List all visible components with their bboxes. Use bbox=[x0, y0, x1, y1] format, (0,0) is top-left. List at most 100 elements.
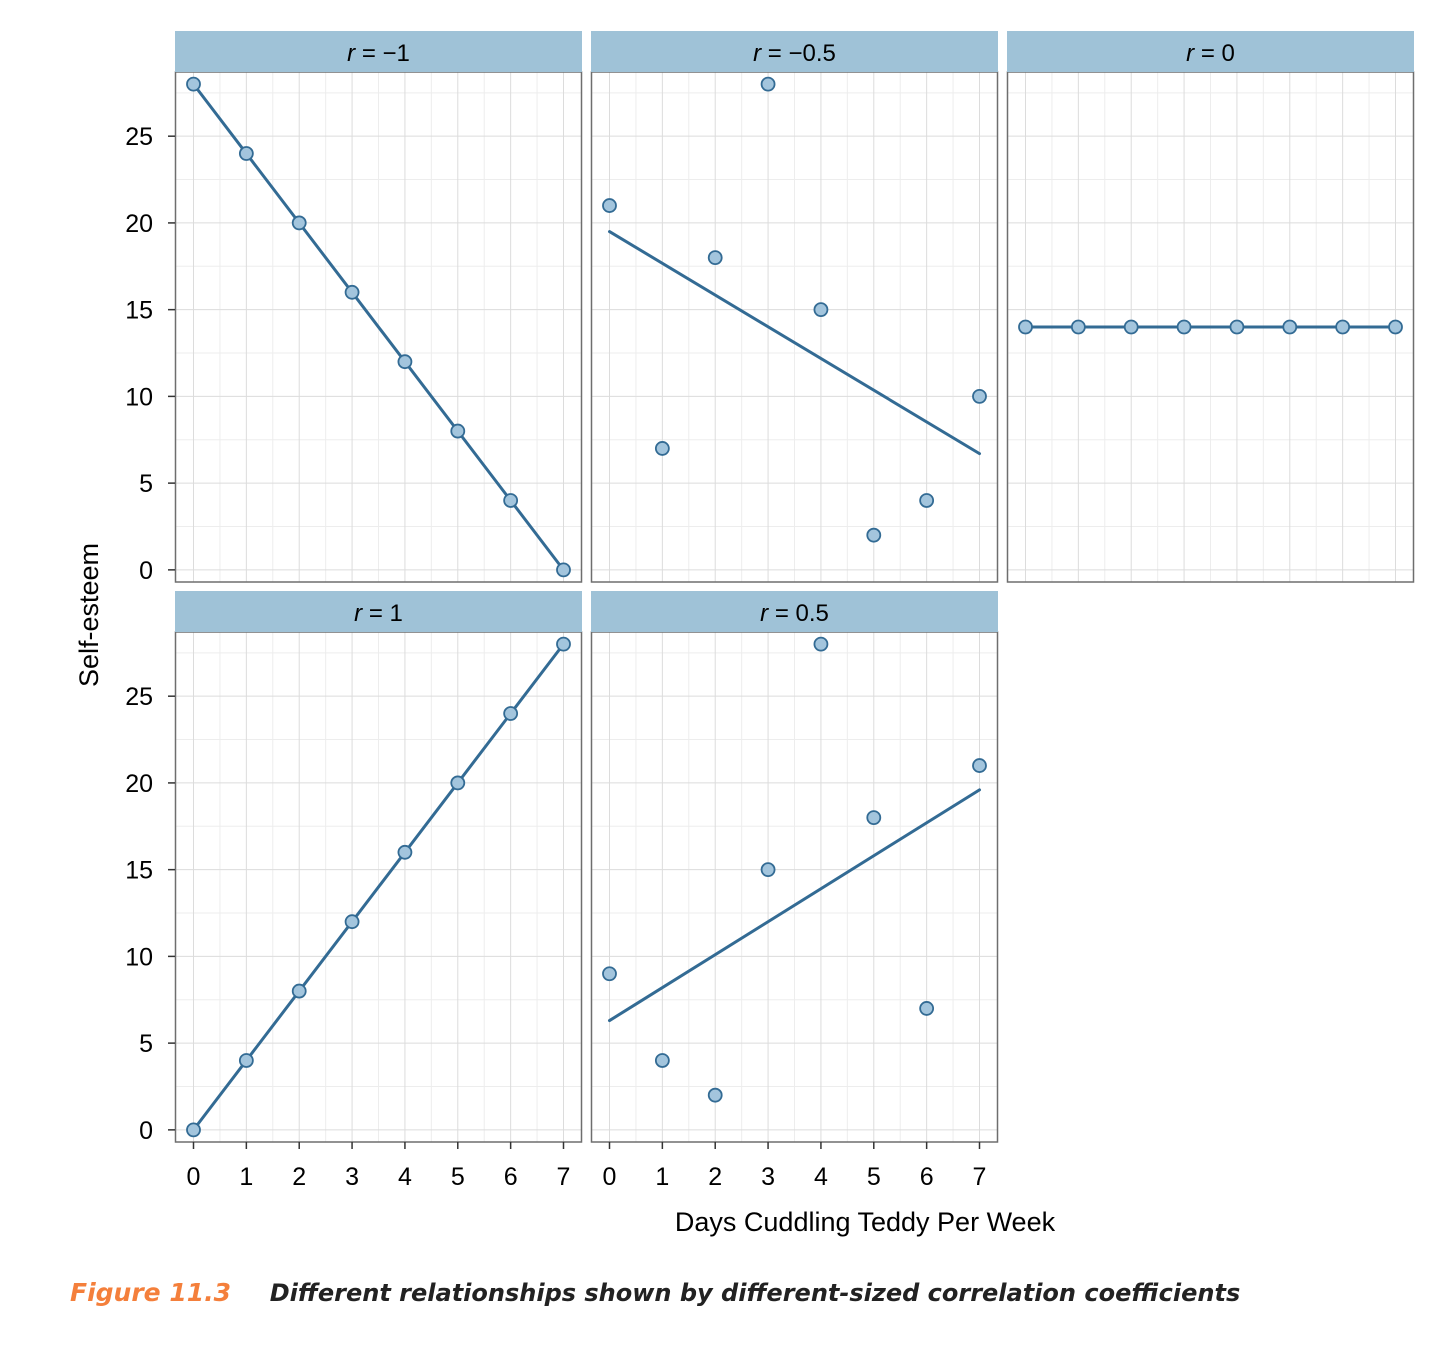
facet-strip bbox=[591, 591, 998, 632]
figure-caption: Figure 11.3 Different relationships show… bbox=[70, 1278, 1240, 1307]
data-point bbox=[1388, 319, 1403, 335]
data-point bbox=[397, 844, 413, 860]
x-tick-label: 3 bbox=[761, 1163, 775, 1191]
data-point bbox=[1123, 319, 1139, 335]
data-point bbox=[503, 493, 519, 508]
facet-title-variable: r bbox=[347, 40, 362, 67]
data-point bbox=[238, 1053, 254, 1068]
facet-strip bbox=[1007, 31, 1414, 72]
x-tick-label: 1 bbox=[239, 1163, 253, 1191]
facet-title-variable: r bbox=[760, 600, 775, 627]
data-point bbox=[1176, 319, 1192, 335]
data-point bbox=[450, 423, 466, 439]
y-tick-label: 25 bbox=[125, 683, 153, 711]
x-tick-label: 2 bbox=[292, 1163, 306, 1191]
y-tick-label: 5 bbox=[139, 1030, 153, 1058]
facet-title: r = 0 bbox=[1186, 40, 1235, 67]
data-point bbox=[654, 441, 670, 456]
fit-line bbox=[192, 82, 565, 572]
facet-title: r = 0.5 bbox=[760, 600, 829, 627]
data-point bbox=[186, 1122, 201, 1138]
y-tick-label: 10 bbox=[125, 383, 153, 411]
data-point bbox=[866, 810, 882, 826]
facet-strip bbox=[591, 31, 998, 72]
y-tick-label: 15 bbox=[125, 857, 153, 885]
facet-panel: r = −0.5 bbox=[590, 31, 999, 583]
fit-line bbox=[192, 642, 565, 1132]
data-point bbox=[760, 76, 776, 92]
x-tick-label: 4 bbox=[814, 1163, 828, 1191]
y-tick-label: 10 bbox=[125, 943, 153, 971]
data-point bbox=[1018, 319, 1033, 335]
facet-panel: r = 0.5 0 1 2 3 4 5 6 7 bbox=[590, 591, 999, 1191]
y-tick-label: 20 bbox=[125, 770, 153, 798]
x-tick-label: 5 bbox=[867, 1163, 881, 1191]
data-point bbox=[397, 354, 413, 370]
data-point bbox=[1282, 319, 1298, 335]
x-axis-title: Days Cuddling Teddy Per Week bbox=[675, 1207, 1056, 1237]
data-point bbox=[291, 983, 307, 999]
data-point bbox=[813, 302, 829, 318]
figure-number: Figure 11.3 bbox=[70, 1278, 232, 1307]
x-tick-label: 7 bbox=[973, 1163, 987, 1191]
data-point bbox=[238, 146, 254, 161]
facet-panel: r = −1 0 5 10 15 20 25 bbox=[125, 31, 583, 585]
figure-caption-text: Different relationships shown by differe… bbox=[269, 1279, 1241, 1307]
facet-title: r = 1 bbox=[354, 600, 403, 627]
data-point bbox=[1335, 319, 1351, 335]
data-point bbox=[866, 527, 882, 543]
facet-title-value: = 1 bbox=[369, 600, 403, 627]
facet-title-value: = 0 bbox=[1201, 40, 1235, 67]
data-point bbox=[450, 775, 466, 791]
facet-title-variable: r bbox=[1186, 40, 1201, 67]
x-tick-label: 3 bbox=[345, 1163, 359, 1191]
facet-title: r = −0.5 bbox=[753, 40, 836, 67]
y-tick-label: 20 bbox=[125, 210, 153, 238]
x-tick-label: 5 bbox=[451, 1163, 465, 1191]
data-point bbox=[602, 198, 617, 213]
facet-title-value: = 0.5 bbox=[775, 600, 829, 627]
data-point bbox=[760, 862, 776, 878]
data-point bbox=[291, 215, 307, 231]
data-point bbox=[1229, 319, 1245, 335]
y-axis-title: Self-esteem bbox=[74, 543, 104, 687]
data-point bbox=[972, 758, 987, 773]
facet-title-value: = −0.5 bbox=[768, 40, 836, 67]
y-tick-label: 15 bbox=[125, 297, 153, 325]
data-point bbox=[972, 388, 987, 404]
facet-panel: r = 1 0 5 10 15 20 25 0 1 2 3 4 5 6 7 bbox=[125, 591, 583, 1191]
data-point bbox=[654, 1053, 670, 1068]
x-tick-label: 0 bbox=[603, 1163, 617, 1191]
facet-title-variable: r bbox=[354, 600, 369, 627]
data-point bbox=[1070, 319, 1086, 335]
facet-title: r = −1 bbox=[347, 40, 410, 67]
data-point bbox=[503, 706, 519, 721]
facet-panel: r = 0 bbox=[1006, 31, 1415, 583]
x-tick-label: 6 bbox=[920, 1163, 934, 1191]
x-tick-label: 1 bbox=[655, 1163, 669, 1191]
y-tick-label: 0 bbox=[139, 557, 153, 585]
data-point bbox=[813, 636, 829, 652]
facet-title-value: = −1 bbox=[362, 40, 410, 67]
data-point bbox=[707, 250, 723, 266]
data-point bbox=[556, 562, 571, 578]
x-tick-label: 7 bbox=[557, 1163, 571, 1191]
facet-strip bbox=[175, 591, 582, 632]
data-point bbox=[556, 636, 571, 652]
data-point bbox=[344, 284, 360, 300]
x-tick-label: 4 bbox=[398, 1163, 412, 1191]
y-tick-label: 5 bbox=[139, 470, 153, 498]
data-point bbox=[919, 493, 935, 508]
y-tick-label: 0 bbox=[139, 1117, 153, 1145]
data-point bbox=[919, 1001, 935, 1016]
fit-line bbox=[608, 788, 981, 1023]
y-tick-label: 25 bbox=[125, 123, 153, 151]
data-point bbox=[707, 1087, 723, 1103]
x-tick-label: 6 bbox=[504, 1163, 518, 1191]
facet-title-variable: r bbox=[753, 40, 768, 67]
fit-line bbox=[608, 230, 981, 456]
x-tick-label: 2 bbox=[708, 1163, 722, 1191]
data-point bbox=[602, 966, 617, 982]
data-point bbox=[344, 914, 360, 930]
